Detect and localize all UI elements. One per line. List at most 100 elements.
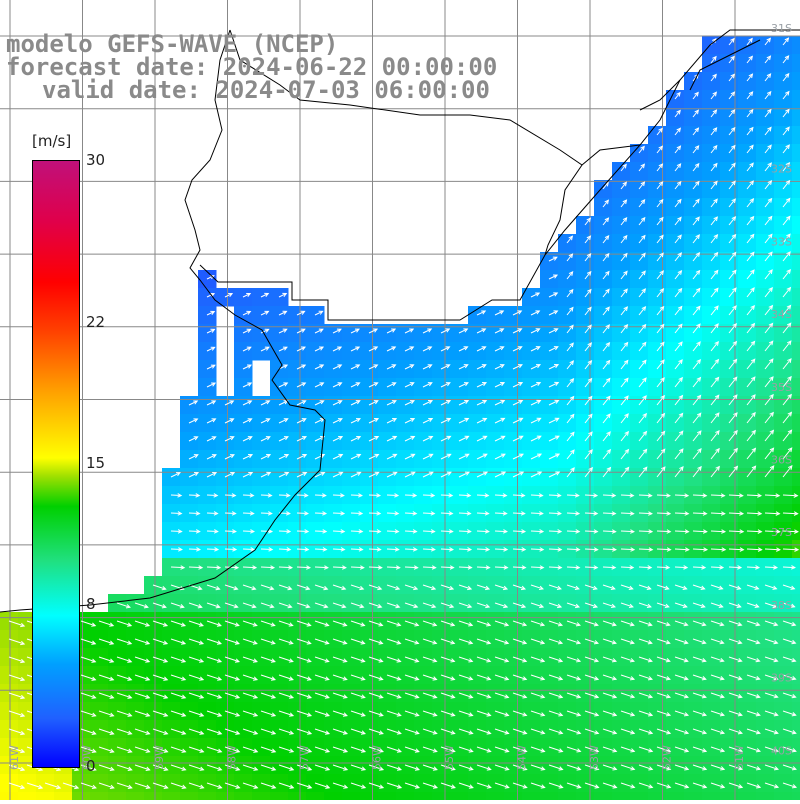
wind-arrow (422, 674, 438, 681)
colorbar-unit: [m/s] (32, 132, 72, 150)
wind-arrow (368, 620, 384, 627)
wind-arrow (674, 466, 684, 478)
wind-arrow (224, 565, 240, 570)
wind-arrow (620, 163, 627, 172)
field-cell (594, 306, 613, 325)
wind-arrow (548, 565, 563, 570)
wind-arrow (386, 453, 398, 460)
wind-arrow (458, 602, 473, 609)
wind-arrow (674, 584, 688, 590)
field-cell (396, 792, 415, 804)
wind-arrow (368, 764, 385, 771)
wind-arrow (152, 620, 169, 627)
wind-arrow (746, 620, 761, 627)
wind-arrow (746, 638, 761, 645)
wind-arrow (674, 710, 690, 717)
wind-arrow (674, 782, 690, 789)
field-cell (792, 126, 800, 145)
wind-arrow (764, 126, 772, 136)
wind-arrow (422, 692, 438, 699)
field-cell (792, 666, 800, 685)
wind-arrow (692, 746, 708, 753)
wind-arrow (638, 620, 653, 627)
field-cell (630, 342, 649, 361)
wind-arrow (782, 197, 791, 208)
wind-arrow (530, 417, 542, 424)
wind-arrow (476, 764, 492, 771)
wind-arrow (368, 493, 382, 498)
wind-arrow (206, 436, 217, 442)
field-cell (594, 270, 613, 289)
wind-arrow (674, 746, 690, 753)
wind-arrow (692, 91, 699, 100)
wind-arrow (710, 91, 718, 100)
wind-arrow (224, 728, 241, 735)
wind-arrow (296, 656, 312, 663)
field-cell (720, 342, 739, 361)
field-cell (792, 306, 800, 325)
field-cell (666, 360, 685, 379)
wind-arrow (332, 418, 343, 424)
wind-arrow (152, 728, 169, 735)
wind-arrow (584, 270, 592, 280)
field-cell (666, 414, 685, 433)
longitude-label: 55W (443, 745, 456, 770)
wind-arrow (566, 764, 582, 771)
wind-arrow (746, 692, 761, 699)
wind-arrow (350, 764, 367, 771)
wind-arrow (242, 418, 253, 424)
wind-arrow (206, 710, 223, 717)
wind-arrow (494, 328, 505, 334)
field-cell (720, 306, 739, 325)
field-cell (702, 342, 721, 361)
wind-arrow (206, 656, 223, 663)
wind-arrow (620, 323, 629, 334)
wind-arrow (188, 529, 201, 534)
wind-arrow (728, 251, 737, 262)
wind-arrow (620, 234, 628, 244)
field-cell (684, 432, 703, 451)
wind-arrow (674, 323, 683, 334)
wind-arrow (746, 394, 756, 406)
wind-arrow (692, 287, 701, 298)
wind-arrow (584, 638, 600, 645)
wind-arrow (692, 710, 708, 717)
wind-arrow (224, 692, 241, 699)
wind-arrow (782, 710, 797, 717)
wind-arrow (548, 399, 560, 406)
field-cell (774, 162, 793, 181)
wind-arrow (746, 511, 763, 516)
longitude-label: 57W (298, 745, 311, 770)
wind-arrow (710, 323, 719, 334)
wind-arrow (728, 305, 737, 316)
wind-arrow (440, 710, 456, 717)
wind-arrow (332, 328, 342, 334)
wind-arrow (476, 728, 492, 735)
wind-arrow (620, 565, 635, 570)
wind-arrow (494, 710, 510, 717)
wind-arrow (602, 252, 610, 262)
wind-arrow (188, 728, 205, 735)
wind-arrow (368, 547, 382, 552)
wind-arrow (782, 602, 796, 608)
wind-arrow (404, 764, 420, 771)
wind-arrow (656, 394, 665, 406)
wind-arrow (440, 746, 456, 753)
wind-arrow (440, 529, 454, 534)
wind-arrow (476, 364, 487, 370)
wind-arrow (296, 674, 312, 681)
wind-arrow (620, 692, 636, 699)
longitude-label: 60W (81, 745, 94, 770)
wind-arrow (152, 638, 169, 645)
field-cell (792, 414, 800, 433)
wind-arrow (602, 448, 612, 460)
wind-arrow (458, 346, 469, 352)
wind-arrow (548, 547, 563, 552)
field-cell (720, 396, 739, 415)
wind-arrow (692, 376, 702, 388)
field-cell (594, 360, 613, 379)
wind-arrow (512, 417, 524, 424)
wind-speed-field (0, 36, 800, 804)
wind-arrow (458, 417, 470, 424)
wind-arrow (656, 145, 664, 154)
